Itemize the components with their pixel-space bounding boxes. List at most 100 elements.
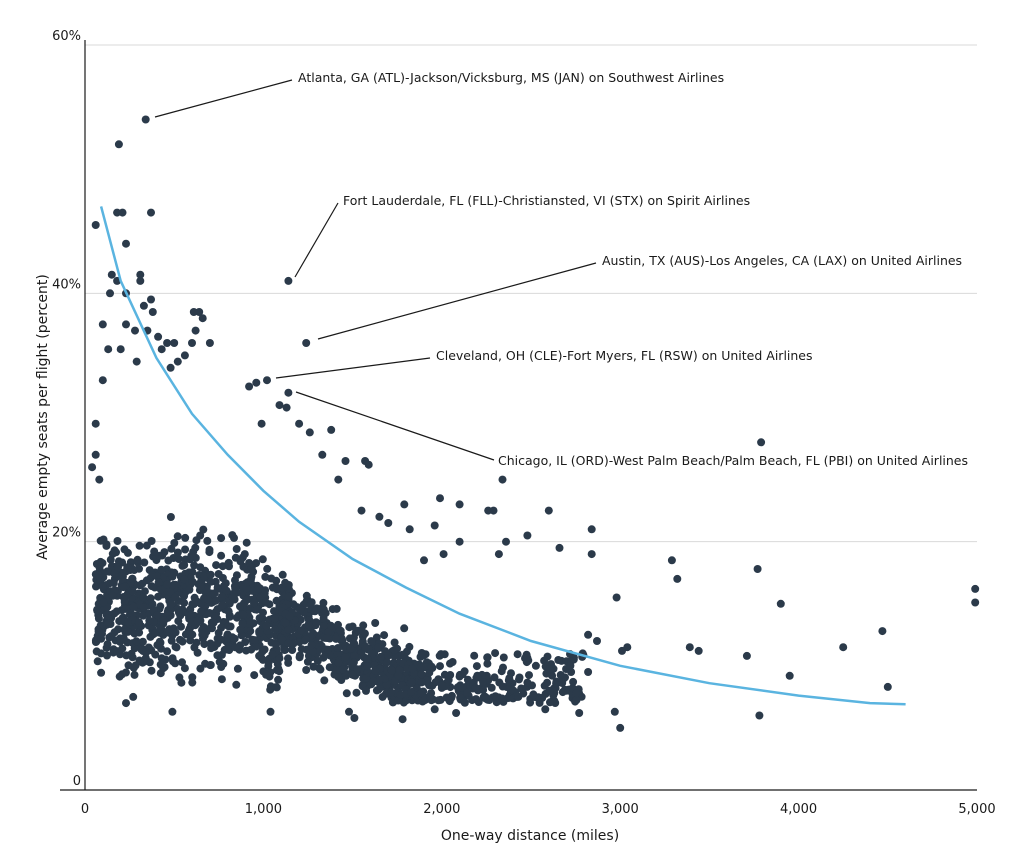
data-point [360,629,369,638]
data-point [196,563,205,572]
data-point [154,578,163,587]
data-point [128,653,137,662]
data-point [785,671,794,680]
data-point [378,692,387,701]
data-point [325,663,334,672]
data-point [387,666,396,675]
data-point [122,320,130,329]
data-point [168,707,177,716]
data-point [350,714,359,722]
data-point [306,600,315,609]
data-point [470,651,479,660]
data-point [156,660,165,669]
data-point [266,707,275,716]
data-point [305,621,314,630]
data-point [261,572,270,581]
data-point [398,650,407,659]
data-point [544,506,553,515]
data-point [334,658,343,667]
annotation-label: Cleveland, OH (CLE)-Fort Myers, FL (RSW)… [436,348,813,363]
data-point [93,657,102,666]
data-point [224,622,233,631]
data-point [497,667,506,676]
data-point [231,576,239,585]
data-point [263,376,271,385]
data-point [190,561,199,570]
data-point [205,545,214,554]
data-point [124,617,132,626]
data-point [458,670,467,679]
data-point [272,596,281,605]
data-point [498,682,507,691]
data-point [543,652,552,661]
data-point [180,664,189,673]
data-point [197,607,206,616]
data-point [349,658,358,667]
data-point [420,556,428,565]
y-tick-label: 40% [52,277,81,292]
data-point [142,648,151,657]
data-point [498,694,507,703]
data-point [545,686,554,695]
data-point [114,140,123,149]
data-point [371,666,380,675]
data-point [187,551,196,560]
data-point [132,637,141,646]
data-point [555,543,564,552]
data-point [122,651,131,660]
data-point [514,692,523,701]
data-point [163,647,172,656]
data-point [114,563,122,572]
data-point [98,582,107,591]
annotation-leader [294,202,339,278]
data-point [123,563,132,572]
data-point [282,403,291,412]
data-point [197,582,205,591]
data-point [297,626,306,635]
data-point [295,419,304,428]
data-point [163,608,172,616]
data-point [139,301,148,310]
data-point [147,208,155,217]
data-point [96,557,105,566]
data-point [742,651,751,660]
data-point [187,610,195,619]
data-point [99,598,108,607]
data-point [387,688,396,697]
data-point [610,707,619,716]
data-point [128,574,137,583]
data-point [302,591,311,600]
x-tick-label: 5,000 [958,802,995,817]
data-point [694,646,703,655]
data-point [444,676,453,684]
data-point [316,665,325,674]
data-point [110,628,119,637]
data-point [455,537,464,546]
data-point [119,583,128,592]
data-point [214,628,223,637]
data-point [380,631,389,640]
data-point [523,678,532,687]
data-point [191,326,200,335]
data-point [618,646,626,655]
data-point [217,551,226,560]
data-point [139,611,148,620]
data-point [249,567,258,576]
data-point [98,320,107,329]
data-point [345,707,353,716]
annotation-label: Atlanta, GA (ATL)-Jackson/Vicksburg, MS … [298,70,724,85]
trend-curve [99,206,906,706]
data-point [383,658,392,667]
data-point [261,586,270,595]
data-point [878,627,887,636]
data-point [307,641,316,650]
data-point [430,521,439,530]
data-point [153,611,162,620]
data-point [587,525,596,534]
data-point [375,512,384,521]
data-point [171,659,180,668]
data-point [148,308,157,316]
data-point [439,550,448,559]
data-point [502,537,510,546]
data-point [285,612,294,621]
